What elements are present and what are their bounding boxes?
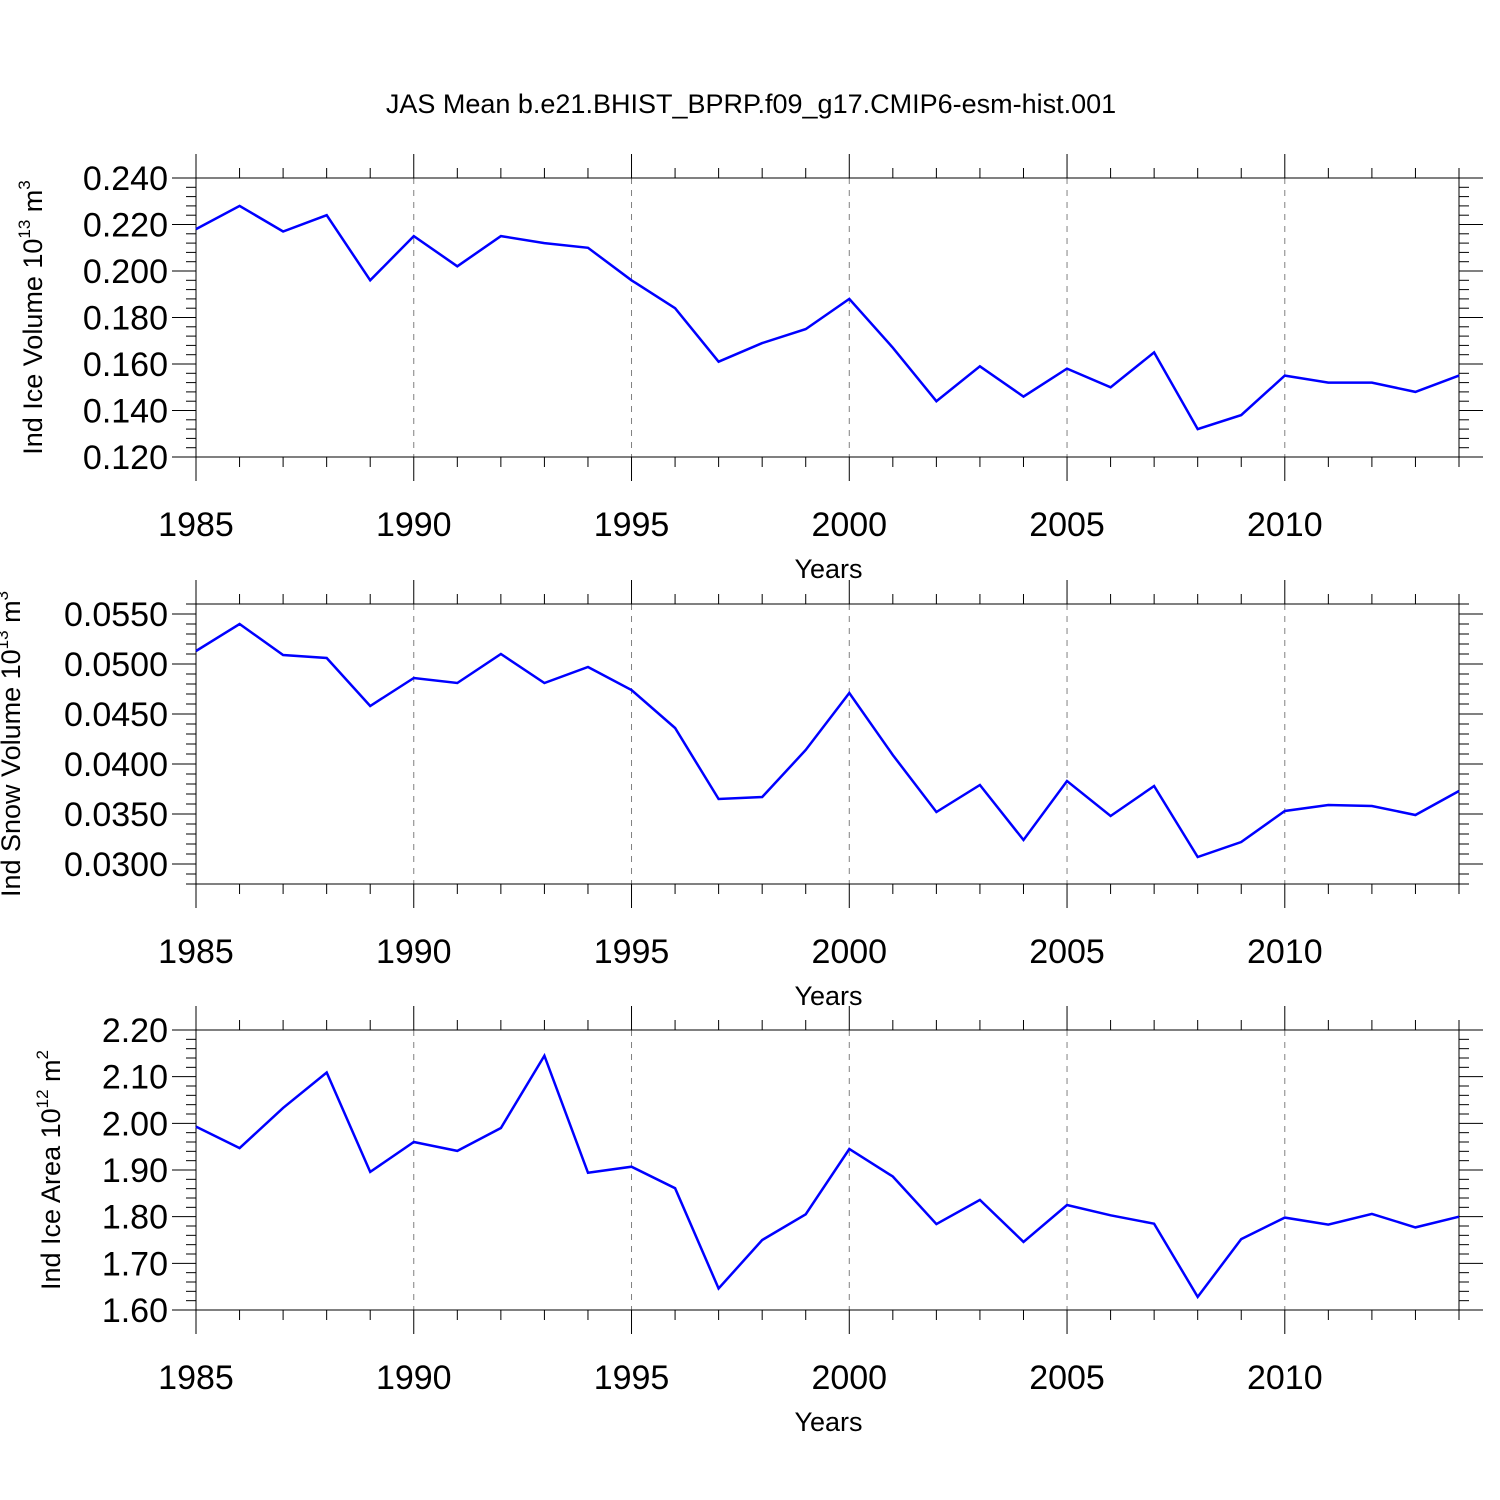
x-tick-label: 1985 [158,1359,234,1397]
x-tick-label: 2005 [1029,1359,1105,1397]
x-tick-label: 1990 [376,1359,452,1397]
y-tick-label: 1.60 [102,1292,168,1330]
x-tick-label: 2010 [1247,506,1323,544]
y-tick-label: 2.00 [102,1105,168,1143]
y-tick-label: 0.0350 [64,796,168,834]
x-tick-label: 1995 [594,1359,670,1397]
x-tick-label: 2000 [811,506,887,544]
y-tick-label: 0.160 [83,346,168,384]
x-axis-label: Years [794,1407,862,1437]
plot-frame [195,177,1460,458]
y-tick-label: 2.10 [102,1059,168,1097]
series-line [195,622,1460,859]
y-tick-label: 2.20 [102,1012,168,1050]
y-axis-label: Ind Snow Volume 1013 m3 [0,591,26,897]
y-tick-label: 1.80 [102,1199,168,1237]
y-tick-label: 0.220 [83,207,168,245]
x-tick-label: 1995 [594,933,670,971]
x-tick-label: 1990 [376,933,452,971]
y-tick-label: 0.140 [83,393,168,431]
y-axis-label: Ind Ice Volume 1013 m3 [15,180,48,455]
series-line [195,1052,1460,1300]
y-tick-label: 0.180 [83,300,168,338]
panel-snow-volume: 1985 1990 1995 2000 2005 2010 Years 0.0300 0.035… [0,580,1483,1011]
panel-ice-area: 1985 1990 1995 2000 2005 2010 Years 1.60 1.70 1.8… [33,1006,1483,1437]
x-tick-label: 2005 [1029,933,1105,971]
x-tick-label: 2000 [811,1359,887,1397]
y-tick-label: 0.0400 [64,746,168,784]
y-tick-label: 0.0450 [64,696,168,734]
y-tick-label: 0.120 [83,439,168,477]
x-tick-label: 1985 [158,933,234,971]
x-tick-label: 1990 [376,506,452,544]
plot-frame [195,1029,1460,1311]
y-tick-label: 1.70 [102,1245,168,1283]
x-tick-label: 1985 [158,506,234,544]
x-tick-label: 2000 [811,933,887,971]
x-tick-label: 2005 [1029,506,1105,544]
chart-title: JAS Mean b.e21.BHIST_BPRP.f09_g17.CMIP6-… [386,89,1116,119]
x-tick-label: 2010 [1247,1359,1323,1397]
y-tick-label: 0.0550 [64,596,168,634]
y-tick-label: 0.240 [83,160,168,198]
plot-frame [195,603,1460,885]
y-axis-label: Ind Ice Area 1012 m2 [33,1050,66,1290]
y-tick-label: 0.0300 [64,846,168,884]
x-tick-label: 2010 [1247,933,1323,971]
y-tick-label: 1.90 [102,1152,168,1190]
panel-ice-volume: 1985 1990 1995 2000 2005 2010 Years 0.120 0.140 0… [15,154,1483,584]
x-tick-label: 1995 [594,506,670,544]
x-axis-label: Years [794,981,862,1011]
x-axis-label: Years [794,554,862,584]
y-tick-label: 0.0500 [64,646,168,684]
y-tick-label: 0.200 [83,253,168,291]
series-line [195,204,1460,431]
